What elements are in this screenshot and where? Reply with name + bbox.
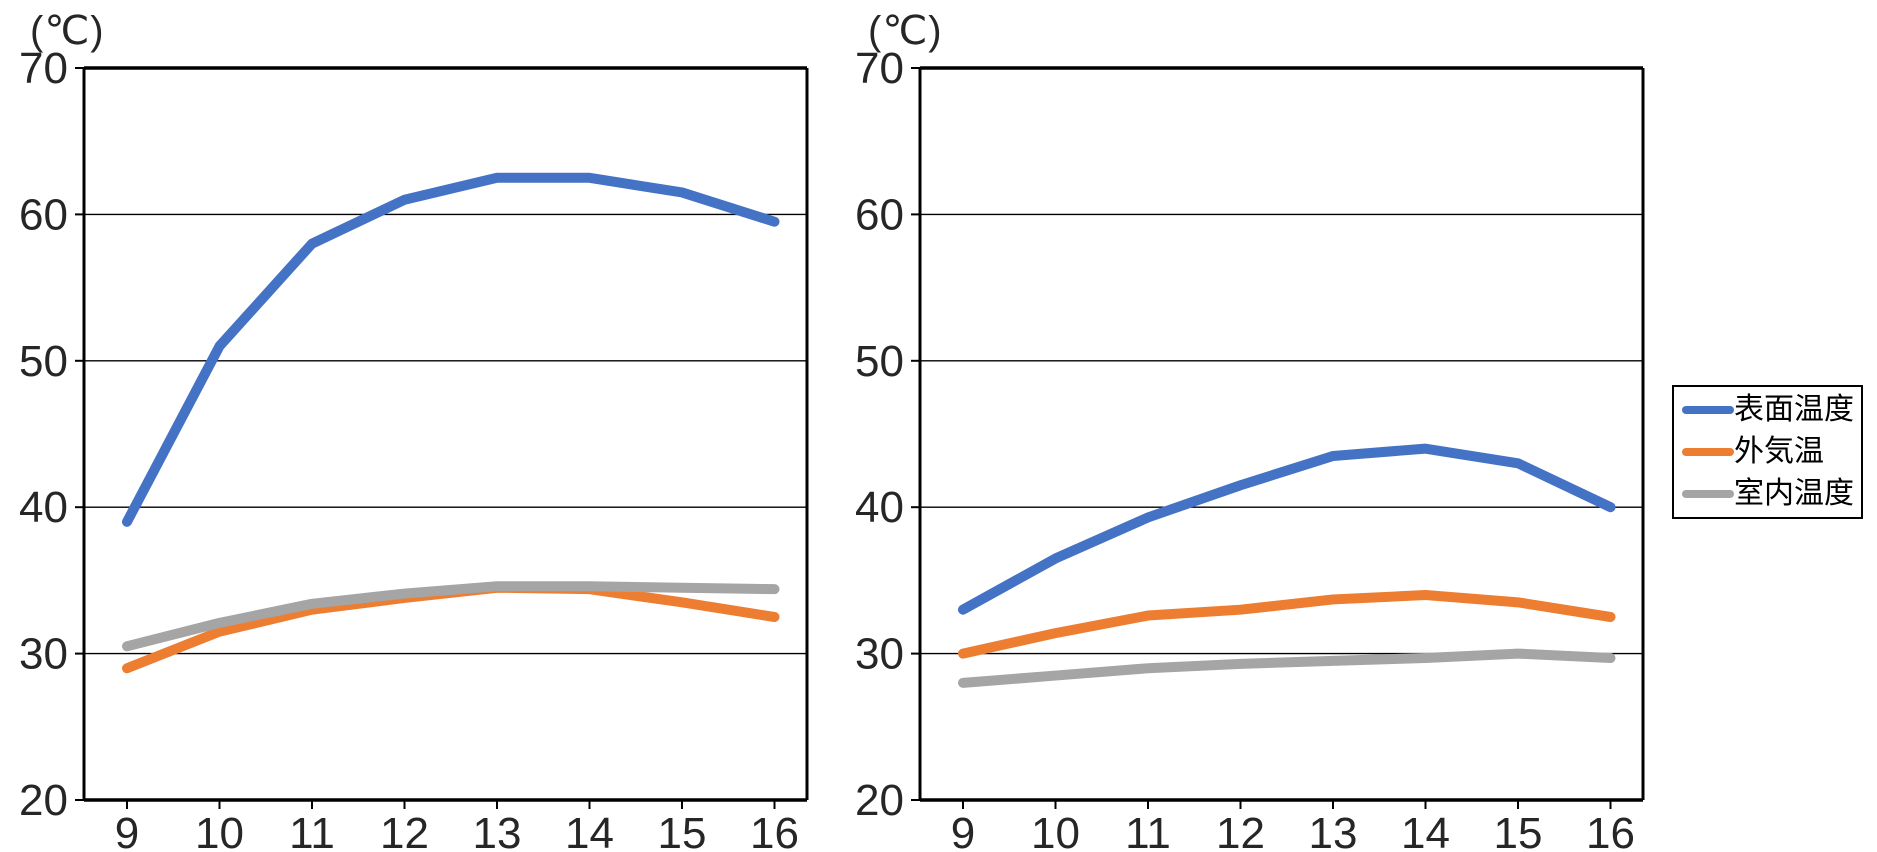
series-line-外気温 bbox=[122, 582, 780, 674]
series-line-表面温度 bbox=[122, 172, 780, 527]
y-tick-label: 70 bbox=[19, 44, 68, 93]
y-tick-label: 50 bbox=[19, 337, 68, 386]
y-tick-label: 40 bbox=[19, 483, 68, 532]
legend-item: 室内温度 bbox=[1682, 479, 1861, 509]
x-tick-label: 15 bbox=[658, 809, 707, 852]
left-temperature-chart: 20 30 40 50 60 70 9 10 11 12 13 14 15 16 bbox=[19, 44, 809, 852]
x-tick-label: 13 bbox=[1309, 809, 1358, 852]
x-tick-label: 16 bbox=[1586, 809, 1635, 852]
x-tick-label: 12 bbox=[380, 809, 429, 852]
y-tick-label: 40 bbox=[855, 483, 904, 532]
legend-item: 表面温度 bbox=[1682, 395, 1861, 425]
x-tick-label: 16 bbox=[750, 809, 799, 852]
legend-label-indoor-temp: 室内温度 bbox=[1734, 477, 1854, 510]
y-tick-label: 60 bbox=[19, 190, 68, 239]
left-chart-unit-label: (℃) bbox=[30, 9, 105, 53]
y-tick-label: 30 bbox=[19, 630, 68, 679]
x-tick-label: 15 bbox=[1494, 809, 1543, 852]
right-chart-unit-label: (℃) bbox=[868, 9, 943, 53]
series-line-室内温度 bbox=[122, 581, 780, 652]
x-tick-label: 11 bbox=[289, 809, 335, 852]
x-tick-label: 13 bbox=[473, 809, 522, 852]
legend: 表面温度 外気温 室内温度 bbox=[1672, 385, 1863, 519]
series-line-外気温 bbox=[958, 590, 1616, 659]
right-temperature-chart: 20 30 40 50 60 70 9 10 11 12 13 14 15 16 bbox=[855, 44, 1645, 852]
series-line-表面温度 bbox=[958, 443, 1616, 615]
y-tick-label: 20 bbox=[855, 776, 904, 825]
legend-label-surface-temp: 表面温度 bbox=[1734, 393, 1854, 426]
y-tick-label: 30 bbox=[855, 630, 904, 679]
legend-swatch-outside-air-temp bbox=[1682, 448, 1734, 456]
y-tick-label: 60 bbox=[855, 190, 904, 239]
x-tick-label: 12 bbox=[1216, 809, 1265, 852]
y-tick-label: 20 bbox=[19, 776, 68, 825]
legend-label-outside-air-temp: 外気温 bbox=[1734, 435, 1824, 468]
x-tick-label: 14 bbox=[1401, 809, 1450, 852]
y-tick-label: 70 bbox=[855, 44, 904, 93]
x-tick-label: 10 bbox=[195, 809, 244, 852]
y-tick-label: 50 bbox=[855, 337, 904, 386]
series-line-室内温度 bbox=[958, 648, 1616, 688]
x-tick-label: 9 bbox=[951, 809, 975, 852]
x-tick-label: 11 bbox=[1125, 809, 1171, 852]
legend-item: 外気温 bbox=[1682, 437, 1861, 467]
legend-swatch-surface-temp bbox=[1682, 406, 1734, 414]
x-tick-label: 9 bbox=[115, 809, 139, 852]
x-tick-label: 14 bbox=[565, 809, 614, 852]
x-tick-label: 10 bbox=[1031, 809, 1080, 852]
legend-swatch-indoor-temp bbox=[1682, 490, 1734, 498]
